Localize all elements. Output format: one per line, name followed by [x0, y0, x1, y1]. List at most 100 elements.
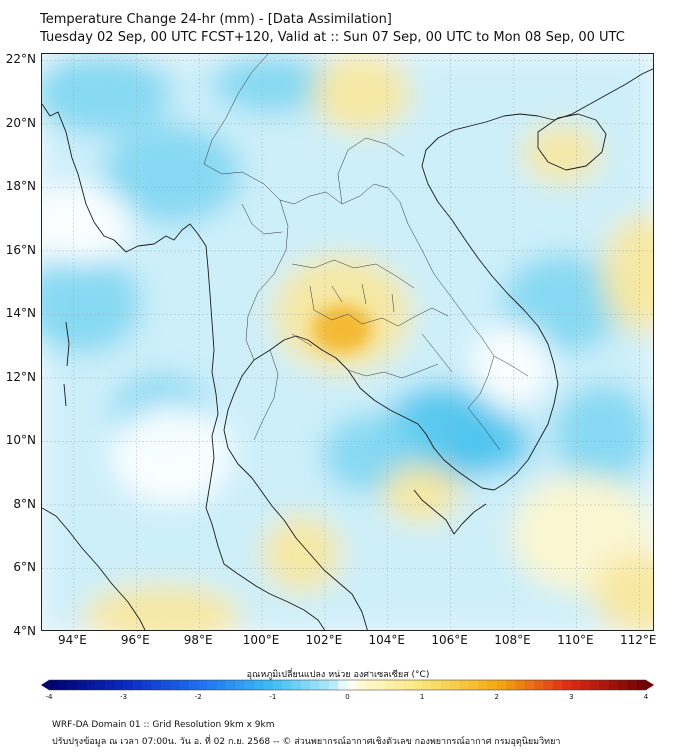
field-hotspot: [312, 305, 372, 353]
colorbar-bin: [67, 680, 78, 690]
colorbar-bin: [431, 680, 442, 690]
colorbar-tick-label: -4: [45, 693, 53, 701]
colorbar-bin: [366, 680, 376, 690]
colorbar-bin: [496, 680, 507, 690]
colorbar-bin: [254, 680, 264, 690]
colorbar-bin: [459, 680, 470, 690]
latitude-tick-label: 8°N: [13, 496, 36, 511]
colorbar-bin: [552, 680, 563, 690]
longitude-tick-label: 100°E: [242, 633, 280, 647]
field-blob: [42, 184, 132, 264]
longitude-tick-label: 108°E: [494, 633, 531, 647]
colorbar-bin: [375, 680, 386, 690]
colorbar-bin: [95, 680, 106, 690]
field-blob: [102, 124, 242, 224]
colorbar-bin: [487, 680, 498, 690]
colorbar-bin: [543, 680, 554, 690]
colorbar-bin: [590, 680, 600, 690]
colorbar-bin: [151, 680, 162, 690]
latitude-tick-label: 6°N: [13, 560, 36, 575]
colorbar-bin: [478, 680, 488, 690]
colorbar-tick-label: -2: [194, 693, 202, 701]
field-blob: [522, 124, 602, 184]
colorbar-bin: [207, 680, 218, 690]
colorbar-bin: [272, 680, 283, 690]
longitude-tick-label: 98°E: [183, 633, 213, 647]
field-blob: [552, 384, 652, 484]
latitude-tick-label: 18°N: [5, 179, 36, 194]
colorbar-bin: [291, 680, 302, 690]
colorbar-bin: [450, 680, 460, 690]
longitude-tick-label: 104°E: [368, 633, 406, 647]
latitude-tick-label: 16°N: [5, 242, 36, 257]
colorbar-bin: [515, 680, 526, 690]
colorbar-bin: [142, 680, 152, 690]
colorbar-bin: [160, 680, 171, 690]
field-blob: [602, 214, 653, 334]
colorbar-bin: [562, 680, 572, 690]
colorbar-bin: [394, 680, 404, 690]
colorbar-bin: [235, 680, 246, 690]
latitude-tick-label: 12°N: [5, 369, 36, 384]
colorbar-bin: [506, 680, 516, 690]
colorbar-bin: [49, 680, 59, 690]
colorbar-bin: [188, 680, 199, 690]
colorbar-min-arrow: [41, 680, 49, 690]
colorbar-bin: [627, 680, 637, 690]
colorbar-bin: [170, 680, 180, 690]
map-panel[interactable]: [41, 53, 654, 631]
colorbar: [41, 679, 654, 691]
longitude-tick-label: 112°E: [620, 633, 657, 647]
latitude-tick-label: 14°N: [5, 306, 36, 321]
field-blob: [42, 54, 172, 134]
longitude-tick-label: 102°E: [305, 633, 343, 647]
colorbar-bin: [216, 680, 227, 690]
colorbar-bin: [282, 680, 292, 690]
field-blob: [592, 554, 653, 630]
colorbar-bin: [300, 680, 311, 690]
colorbar-bin: [132, 680, 143, 690]
colorbar-bin: [384, 680, 395, 690]
colorbar-bin: [356, 680, 367, 690]
colorbar-bin: [534, 680, 544, 690]
map-gridlines: [42, 54, 653, 630]
colorbar-bin: [123, 680, 134, 690]
map-title: Temperature Change 24-hr (mm) - [Data As…: [40, 12, 392, 27]
colorbar-bin: [328, 680, 339, 690]
colorbar-bin: [347, 680, 358, 690]
longitude-tick-label: 96°E: [120, 633, 150, 647]
colorbar-bin: [571, 680, 582, 690]
colorbar-bin: [319, 680, 330, 690]
temperature-field-hotspot: [312, 305, 372, 353]
colorbar-bin: [86, 680, 96, 690]
field-blob: [472, 324, 552, 404]
longitude-tick-label: 110°E: [557, 633, 594, 647]
colorbar-bin: [310, 680, 320, 690]
colorbar-bin: [179, 680, 190, 690]
field-blob: [312, 54, 412, 134]
colorbar-bin: [403, 680, 414, 690]
colorbar-bin: [618, 680, 628, 690]
colorbar-tick-label: 4: [643, 693, 649, 701]
colorbar-tick-label: 2: [494, 693, 499, 701]
province-borders: [203, 54, 529, 451]
colorbar-bin: [104, 680, 115, 690]
longitude-tick-label: 106°E: [431, 633, 468, 647]
field-blob: [212, 54, 332, 114]
coastlines: [42, 68, 653, 630]
colorbar-bin: [114, 680, 124, 690]
colorbar-tick-label: 0: [345, 693, 350, 701]
colorbar-bin: [599, 680, 609, 690]
latitude-tick-label: 20°N: [5, 115, 36, 130]
field-blob: [502, 254, 622, 354]
model-info: WRF-DA Domain 01 :: Grid Resolution 9km …: [52, 720, 275, 730]
field-blob: [262, 514, 342, 594]
field-blob: [382, 464, 462, 524]
colorbar-title: อุณหภูมิเปลี่ยนแปลง หน่วย องศาเซลเซียส (…: [246, 670, 430, 680]
longitude-tick-label: 94°E: [57, 633, 87, 647]
temperature-field: [42, 54, 653, 630]
temperature-field-map: [42, 54, 653, 630]
colorbar-bin: [608, 680, 619, 690]
colorbar-outline: [48, 679, 647, 691]
colorbar-bin: [338, 680, 348, 690]
